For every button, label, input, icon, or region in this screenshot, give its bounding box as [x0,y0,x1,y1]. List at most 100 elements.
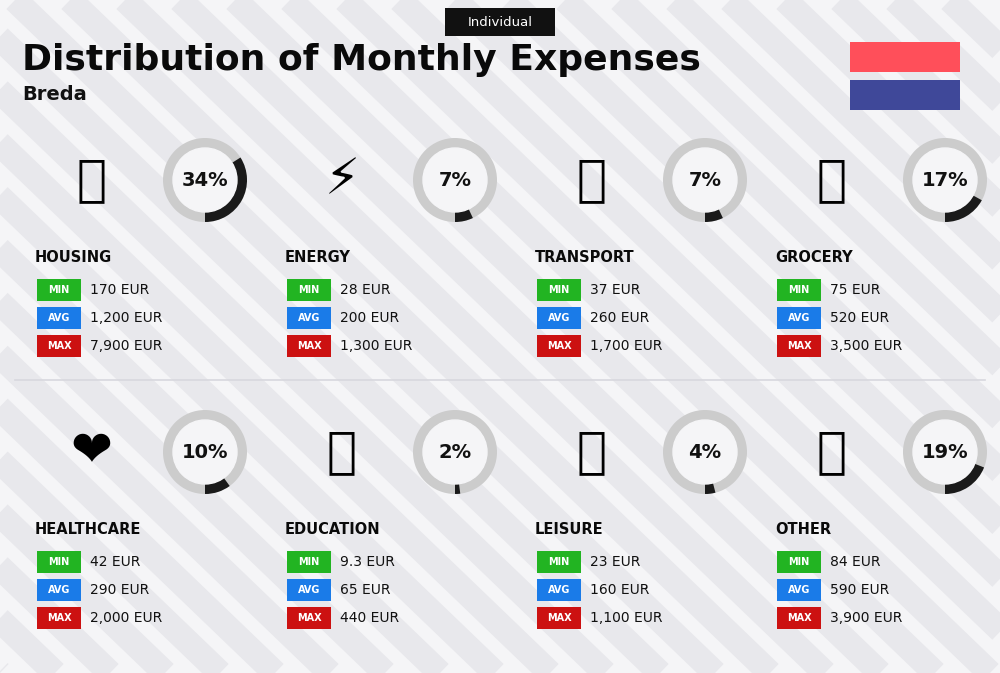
Text: 🛒: 🛒 [817,156,847,204]
Circle shape [423,420,487,484]
Text: Distribution of Monthly Expenses: Distribution of Monthly Expenses [22,43,701,77]
Text: 75 EUR: 75 EUR [830,283,880,297]
Text: 34%: 34% [182,170,228,190]
Text: 💰: 💰 [817,428,847,476]
Text: MAX: MAX [297,613,321,623]
Text: AVG: AVG [48,313,70,323]
FancyBboxPatch shape [287,279,331,301]
Text: GROCERY: GROCERY [775,250,853,266]
Text: ⚡: ⚡ [324,156,360,204]
FancyBboxPatch shape [777,579,821,601]
Text: HOUSING: HOUSING [35,250,112,266]
Circle shape [673,420,737,484]
Text: 23 EUR: 23 EUR [590,555,640,569]
Text: Breda: Breda [22,85,87,104]
Text: AVG: AVG [788,585,810,595]
Text: 7,900 EUR: 7,900 EUR [90,339,162,353]
Text: MAX: MAX [787,341,811,351]
Circle shape [173,420,237,484]
Wedge shape [903,138,987,222]
Circle shape [673,148,737,212]
Wedge shape [945,195,982,222]
FancyBboxPatch shape [777,551,821,573]
Text: MIN: MIN [48,557,70,567]
Text: 37 EUR: 37 EUR [590,283,640,297]
Text: 10%: 10% [182,443,228,462]
Circle shape [173,148,237,212]
FancyBboxPatch shape [777,607,821,629]
Text: Individual: Individual [468,15,532,28]
Text: LEISURE: LEISURE [535,522,604,538]
Text: AVG: AVG [788,313,810,323]
Text: EDUCATION: EDUCATION [285,522,381,538]
Circle shape [913,420,977,484]
Text: AVG: AVG [48,585,70,595]
Text: 440 EUR: 440 EUR [340,611,399,625]
Text: AVG: AVG [298,585,320,595]
FancyBboxPatch shape [537,335,581,357]
Text: ❤️: ❤️ [71,428,113,476]
Wedge shape [163,410,247,494]
Circle shape [423,148,487,212]
FancyBboxPatch shape [37,607,81,629]
Text: MIN: MIN [298,285,320,295]
Text: 🎓: 🎓 [327,428,357,476]
Text: 1,100 EUR: 1,100 EUR [590,611,662,625]
Text: MAX: MAX [787,613,811,623]
Text: 17%: 17% [922,170,968,190]
Text: MAX: MAX [547,613,571,623]
Text: 84 EUR: 84 EUR [830,555,881,569]
Text: 1,700 EUR: 1,700 EUR [590,339,662,353]
Wedge shape [455,209,473,222]
Text: 520 EUR: 520 EUR [830,311,889,325]
FancyBboxPatch shape [37,579,81,601]
Text: MIN: MIN [788,557,810,567]
Text: MAX: MAX [297,341,321,351]
Wedge shape [205,157,247,222]
Text: MIN: MIN [48,285,70,295]
Circle shape [913,148,977,212]
FancyBboxPatch shape [445,8,555,36]
FancyBboxPatch shape [287,335,331,357]
Text: 290 EUR: 290 EUR [90,583,149,597]
Text: 2%: 2% [438,443,472,462]
Text: MIN: MIN [548,285,570,295]
FancyBboxPatch shape [287,307,331,329]
Text: 200 EUR: 200 EUR [340,311,399,325]
Text: TRANSPORT: TRANSPORT [535,250,635,266]
Text: AVG: AVG [298,313,320,323]
Text: OTHER: OTHER [775,522,831,538]
Wedge shape [903,410,987,494]
Wedge shape [705,483,715,494]
FancyBboxPatch shape [37,279,81,301]
FancyBboxPatch shape [537,579,581,601]
Text: ENERGY: ENERGY [285,250,351,266]
Text: 170 EUR: 170 EUR [90,283,149,297]
Text: 2,000 EUR: 2,000 EUR [90,611,162,625]
Wedge shape [705,209,723,222]
Text: 3,500 EUR: 3,500 EUR [830,339,902,353]
Wedge shape [455,484,460,494]
FancyBboxPatch shape [37,335,81,357]
Text: 7%: 7% [438,170,472,190]
FancyBboxPatch shape [777,335,821,357]
FancyBboxPatch shape [537,607,581,629]
FancyBboxPatch shape [37,551,81,573]
Text: 590 EUR: 590 EUR [830,583,889,597]
Text: 3,900 EUR: 3,900 EUR [830,611,902,625]
Text: 4%: 4% [688,443,722,462]
Text: 65 EUR: 65 EUR [340,583,390,597]
Wedge shape [663,410,747,494]
Wedge shape [413,138,497,222]
Text: AVG: AVG [548,313,570,323]
FancyBboxPatch shape [537,307,581,329]
FancyBboxPatch shape [37,307,81,329]
Text: MAX: MAX [547,341,571,351]
Wedge shape [945,464,984,494]
Text: 19%: 19% [922,443,968,462]
Text: AVG: AVG [548,585,570,595]
Text: 🏗: 🏗 [77,156,107,204]
Text: 160 EUR: 160 EUR [590,583,649,597]
FancyBboxPatch shape [287,607,331,629]
Text: MIN: MIN [548,557,570,567]
